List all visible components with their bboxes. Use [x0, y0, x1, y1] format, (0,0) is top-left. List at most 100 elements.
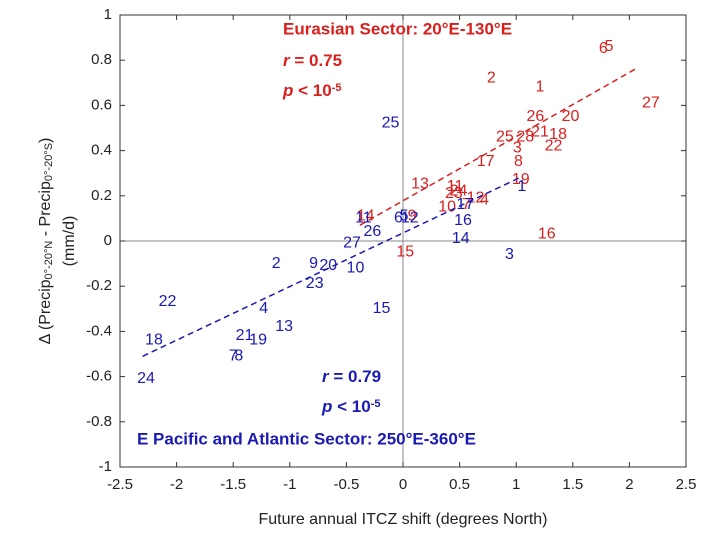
- point-label: 22: [159, 293, 177, 310]
- point-label: 15: [373, 300, 391, 317]
- point-label: 5: [400, 207, 409, 224]
- x-tick-label: -0.5: [333, 476, 359, 493]
- point-label: 17: [456, 196, 474, 213]
- p-exponent: -5: [371, 398, 381, 410]
- point-label: 17: [477, 153, 495, 170]
- point-label: 18: [549, 126, 567, 143]
- point-label: 14: [357, 207, 375, 224]
- trend-line: [359, 68, 636, 226]
- r-value: = 0.75: [290, 51, 342, 70]
- point-label: 21: [236, 327, 254, 344]
- point-label: 2: [272, 255, 281, 272]
- x-tick-label: 2.5: [676, 476, 697, 493]
- point-label: 25: [382, 115, 400, 132]
- r-symbol: r: [283, 51, 291, 70]
- point-label: 22: [545, 137, 563, 154]
- point-label: 24: [450, 182, 468, 199]
- p-value: < 10: [332, 397, 370, 416]
- y-axis-label-part: - Precip: [37, 181, 54, 241]
- point-label: 7: [229, 347, 238, 364]
- point-label: 5: [605, 38, 614, 55]
- point-label: 4: [480, 192, 489, 209]
- y-axis-label-part: 0°-20°N: [43, 241, 55, 280]
- y-axis-label-part: ): [37, 138, 54, 143]
- point-label: 8: [234, 347, 243, 364]
- x-tick-label: 1: [512, 476, 520, 493]
- point-label: 3: [505, 246, 514, 263]
- sector-label: E Pacific and Atlantic Sector: 250°E-360…: [137, 429, 476, 448]
- point-label: 10: [347, 259, 365, 276]
- point-label: 14: [452, 230, 470, 247]
- p-exponent: -5: [332, 82, 342, 94]
- point-label: 18: [145, 332, 163, 349]
- point-label: 13: [275, 318, 293, 335]
- point-label: 9: [408, 207, 417, 224]
- p-stat: p < 10-5: [282, 81, 341, 100]
- y-axis-label-part: Δ (Precip: [37, 279, 54, 344]
- y-tick-label: 0.4: [91, 142, 112, 159]
- point-label: 13: [411, 176, 429, 193]
- x-tick-label: 0: [399, 476, 407, 493]
- p-symbol: p: [321, 397, 332, 416]
- point-label: 12: [401, 210, 419, 227]
- point-label: 4: [259, 300, 268, 317]
- point-label: 6: [394, 210, 403, 227]
- x-tick-label: 1.5: [562, 476, 583, 493]
- point-label: 7: [462, 196, 471, 213]
- y-tick-label: 0.6: [91, 96, 112, 113]
- point-label: 20: [319, 257, 337, 274]
- point-label: 20: [562, 108, 580, 125]
- point-label: 1: [536, 79, 545, 96]
- point-label: 9: [309, 255, 318, 272]
- x-tick-label: -1: [283, 476, 296, 493]
- y-axis-label: Δ (Precip0°-20°N - Precip0°-20°S): [37, 138, 55, 345]
- r-stat: r = 0.75: [283, 51, 342, 70]
- x-tick-label: -2.5: [107, 476, 133, 493]
- y-axis-label-part: 0°-20°S: [43, 143, 55, 181]
- point-label: 26: [364, 223, 382, 240]
- y-axis-label-unit: (mm/d): [61, 216, 78, 267]
- p-stat: p < 10-5: [321, 397, 380, 416]
- y-tick-label: -0.8: [86, 413, 112, 430]
- p-value: < 10: [293, 81, 331, 100]
- sector-label: Eurasian Sector: 20°E-130°E: [283, 19, 512, 38]
- point-label: 11: [447, 178, 464, 195]
- x-tick-label: 0.5: [449, 476, 470, 493]
- y-tick-label: 0: [104, 232, 112, 249]
- point-label: 25: [496, 128, 514, 145]
- point-label: 16: [454, 212, 472, 229]
- y-tick-label: -0.2: [86, 277, 112, 294]
- r-symbol: r: [322, 367, 330, 386]
- point-label: 8: [514, 153, 523, 170]
- y-tick-label: 0.2: [91, 187, 112, 204]
- point-label: 28: [516, 128, 534, 145]
- point-label: 10: [438, 198, 456, 215]
- y-tick-label: -0.6: [86, 368, 112, 385]
- r-stat: r = 0.79: [322, 367, 381, 386]
- y-tick-label: -1: [99, 458, 112, 475]
- x-axis-label: Future annual ITCZ shift (degrees North): [258, 511, 547, 528]
- point-label: 2: [487, 69, 496, 86]
- point-label: 12: [467, 189, 485, 206]
- point-label: 27: [642, 94, 660, 111]
- point-label: 24: [137, 370, 155, 387]
- point-label: 16: [538, 225, 556, 242]
- point-label: 21: [531, 124, 549, 141]
- x-tick-label: -1.5: [220, 476, 246, 493]
- p-symbol: p: [282, 81, 293, 100]
- point-label: 19: [249, 332, 267, 349]
- point-label: 11: [355, 210, 372, 227]
- point-label: 19: [512, 171, 530, 188]
- y-tick-label: -0.4: [86, 322, 112, 339]
- point-label: 6: [599, 40, 608, 57]
- point-label: 23: [306, 275, 324, 292]
- point-label: 27: [343, 234, 361, 251]
- point-label: 3: [513, 140, 522, 157]
- point-label: 15: [396, 244, 414, 261]
- point-label: 23: [445, 185, 463, 202]
- r-value: = 0.79: [329, 367, 381, 386]
- y-tick-label: 1: [104, 6, 112, 23]
- point-label: 1: [517, 178, 526, 195]
- x-tick-label: -2: [170, 476, 183, 493]
